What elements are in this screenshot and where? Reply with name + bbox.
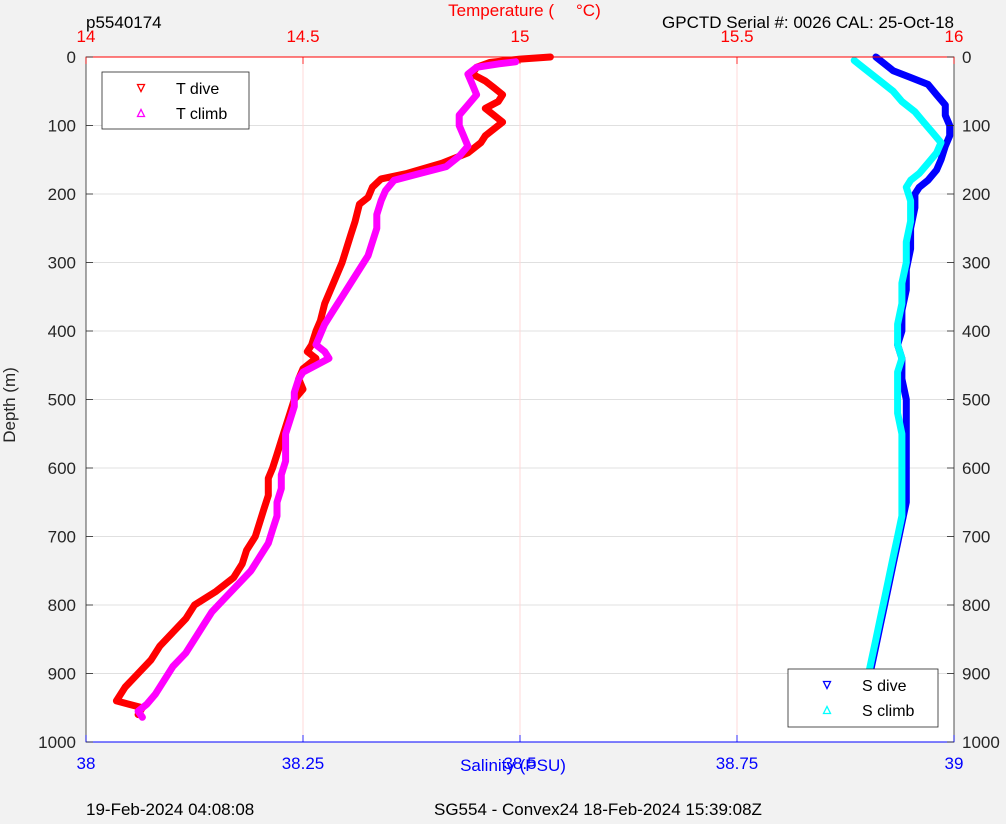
- salinity-axis-label: Salinity (PSU): [460, 756, 566, 775]
- depth-tick-label-left: 1000: [38, 733, 76, 752]
- depth-tick-label-right: 1000: [962, 733, 1000, 752]
- axes: 0 0 100 100 200 200 300 300 400 400 500 500 600 600 70…: [38, 27, 1000, 773]
- grid: [86, 57, 954, 742]
- s-climb-legend-label: S climb: [862, 703, 915, 720]
- temperature-legend: T dive T climb: [101, 71, 250, 130]
- salinity-legend-box: [787, 668, 939, 728]
- salinity-tick-label: 38: [77, 754, 96, 773]
- depth-tick-label-left: 700: [48, 528, 76, 547]
- depth-tick-label-right: 400: [962, 322, 990, 341]
- temperature-legend-box: [101, 71, 250, 130]
- profile-id: p5540174: [86, 13, 162, 32]
- t-dive-legend-marker: [136, 83, 146, 93]
- depth-tick-label-right: 0: [962, 48, 971, 67]
- t-climb-legend-marker: [136, 108, 146, 118]
- t-climb-series-line: [134, 58, 520, 721]
- temperature-tick-label: 15.5: [720, 27, 753, 46]
- depth-tick-label-right: 900: [962, 665, 990, 684]
- depth-tick-label-left: 300: [48, 254, 76, 273]
- depth-tick-label-left: 800: [48, 596, 76, 615]
- depth-tick-label-left: 400: [48, 322, 76, 341]
- salinity-tick-label: 38.5: [503, 754, 536, 773]
- s-dive-legend-marker: [822, 680, 832, 690]
- t-dive-series-line: [112, 53, 554, 719]
- legend-triangle-icon: [822, 705, 832, 715]
- legend-triangle-icon: [136, 83, 146, 93]
- s-dive-legend-label: S dive: [862, 678, 907, 695]
- depth-tick-label-left: 500: [48, 391, 76, 410]
- salinity-legend: S dive S climb: [787, 668, 939, 728]
- series-layer: [112, 53, 954, 722]
- temperature-tick-label: 15: [511, 27, 530, 46]
- depth-axis-label: Depth (m): [0, 367, 19, 443]
- mission-info: SG554 - Convex24 18-Feb-2024 15:39:08Z: [434, 800, 762, 819]
- salinity-tick-label: 38.25: [282, 754, 325, 773]
- salinity-tick-label: 39: [945, 754, 964, 773]
- depth-tick-label-right: 300: [962, 254, 990, 273]
- legend-triangle-icon: [136, 108, 146, 118]
- s-climb-series-line: [850, 56, 945, 722]
- depth-tick-label-left: 600: [48, 459, 76, 478]
- legend-triangle-icon: [822, 680, 832, 690]
- salinity-tick-label: 38.75: [716, 754, 759, 773]
- depth-tick-label-right: 800: [962, 596, 990, 615]
- depth-tick-label-right: 700: [962, 528, 990, 547]
- depth-tick-label-left: 100: [48, 117, 76, 136]
- temperature-axis-label-right: °C): [576, 1, 601, 20]
- depth-tick-label-right: 200: [962, 185, 990, 204]
- temperature-tick-label: 14.5: [286, 27, 319, 46]
- plot-date: 19-Feb-2024 04:08:08: [86, 800, 254, 819]
- depth-tick-label-left: 900: [48, 665, 76, 684]
- temperature-tick-label: 14: [77, 27, 96, 46]
- depth-tick-label-right: 600: [962, 459, 990, 478]
- temperature-axis-label-left: Temperature (: [448, 1, 554, 20]
- depth-tick-label-left: 200: [48, 185, 76, 204]
- sensor-info: GPCTD Serial #: 0026 CAL: 25-Oct-18: [662, 13, 954, 32]
- s-climb-legend-marker: [822, 705, 832, 715]
- depth-tick-label-right: 500: [962, 391, 990, 410]
- temperature-tick-label: 16: [945, 27, 964, 46]
- t-dive-legend-label: T dive: [176, 81, 219, 98]
- t-climb-legend-label: T climb: [176, 106, 227, 123]
- depth-tick-label-right: 100: [962, 117, 990, 136]
- depth-tick-label-left: 0: [67, 48, 76, 67]
